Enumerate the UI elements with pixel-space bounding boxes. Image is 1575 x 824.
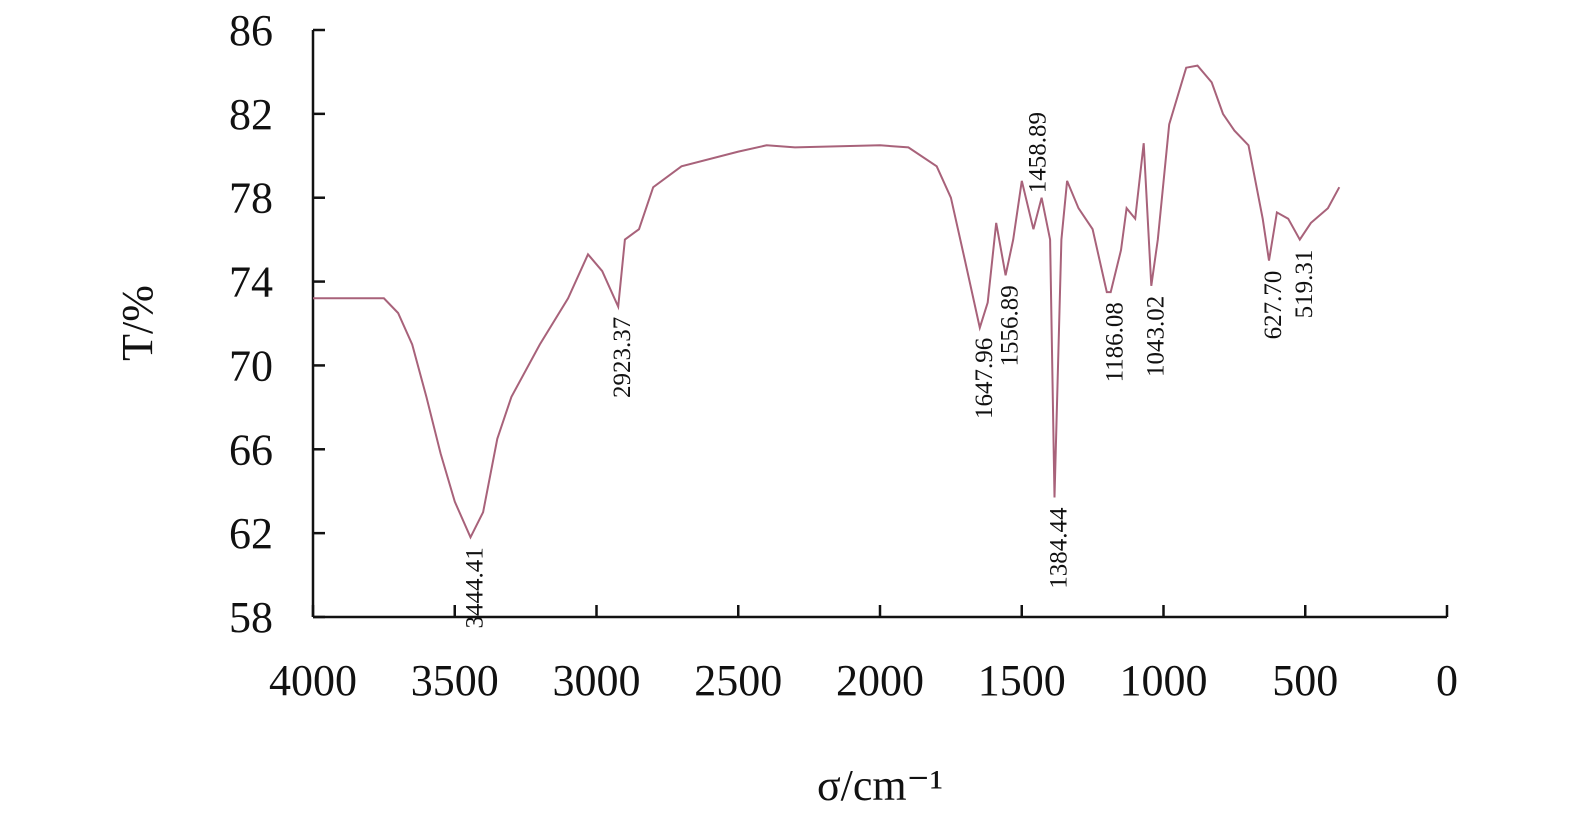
- peak-label: 3444.41: [462, 547, 489, 628]
- peak-label: 1458.89: [1024, 112, 1051, 193]
- y-tick-label: 74: [229, 258, 273, 307]
- y-tick-label: 86: [229, 6, 273, 55]
- peak-label: 1043.02: [1142, 296, 1169, 377]
- x-tick-label: 2000: [836, 656, 924, 705]
- peak-label: 1647.96: [971, 338, 998, 419]
- peak-label: 1384.44: [1046, 507, 1073, 589]
- y-tick-label: 82: [229, 90, 273, 139]
- y-tick-label: 62: [229, 509, 273, 558]
- peak-label: 2923.37: [609, 317, 636, 398]
- x-tick-label: 4000: [269, 656, 357, 705]
- x-tick-label: 2500: [694, 656, 782, 705]
- y-tick-label: 58: [229, 593, 273, 642]
- y-tick-label: 66: [229, 425, 273, 474]
- y-tick-label: 70: [229, 341, 273, 390]
- x-axis-label: σ/cm⁻¹: [817, 761, 943, 810]
- y-tick-label: 78: [229, 174, 273, 223]
- spectrum-line: [313, 64, 1341, 540]
- peak-label: 1556.89: [997, 285, 1024, 366]
- x-tick-label: 3500: [411, 656, 499, 705]
- x-tick-label: 1000: [1120, 656, 1208, 705]
- y-axis-label: T/%: [113, 285, 162, 361]
- x-tick-label: 0: [1436, 656, 1458, 705]
- peak-label: 1186.08: [1102, 302, 1129, 382]
- peak-label: 519.31: [1291, 250, 1318, 319]
- peak-label: 627.70: [1260, 271, 1287, 340]
- x-tick-label: 1500: [978, 656, 1066, 705]
- x-tick-label: 500: [1272, 656, 1338, 705]
- x-tick-label: 3000: [553, 656, 641, 705]
